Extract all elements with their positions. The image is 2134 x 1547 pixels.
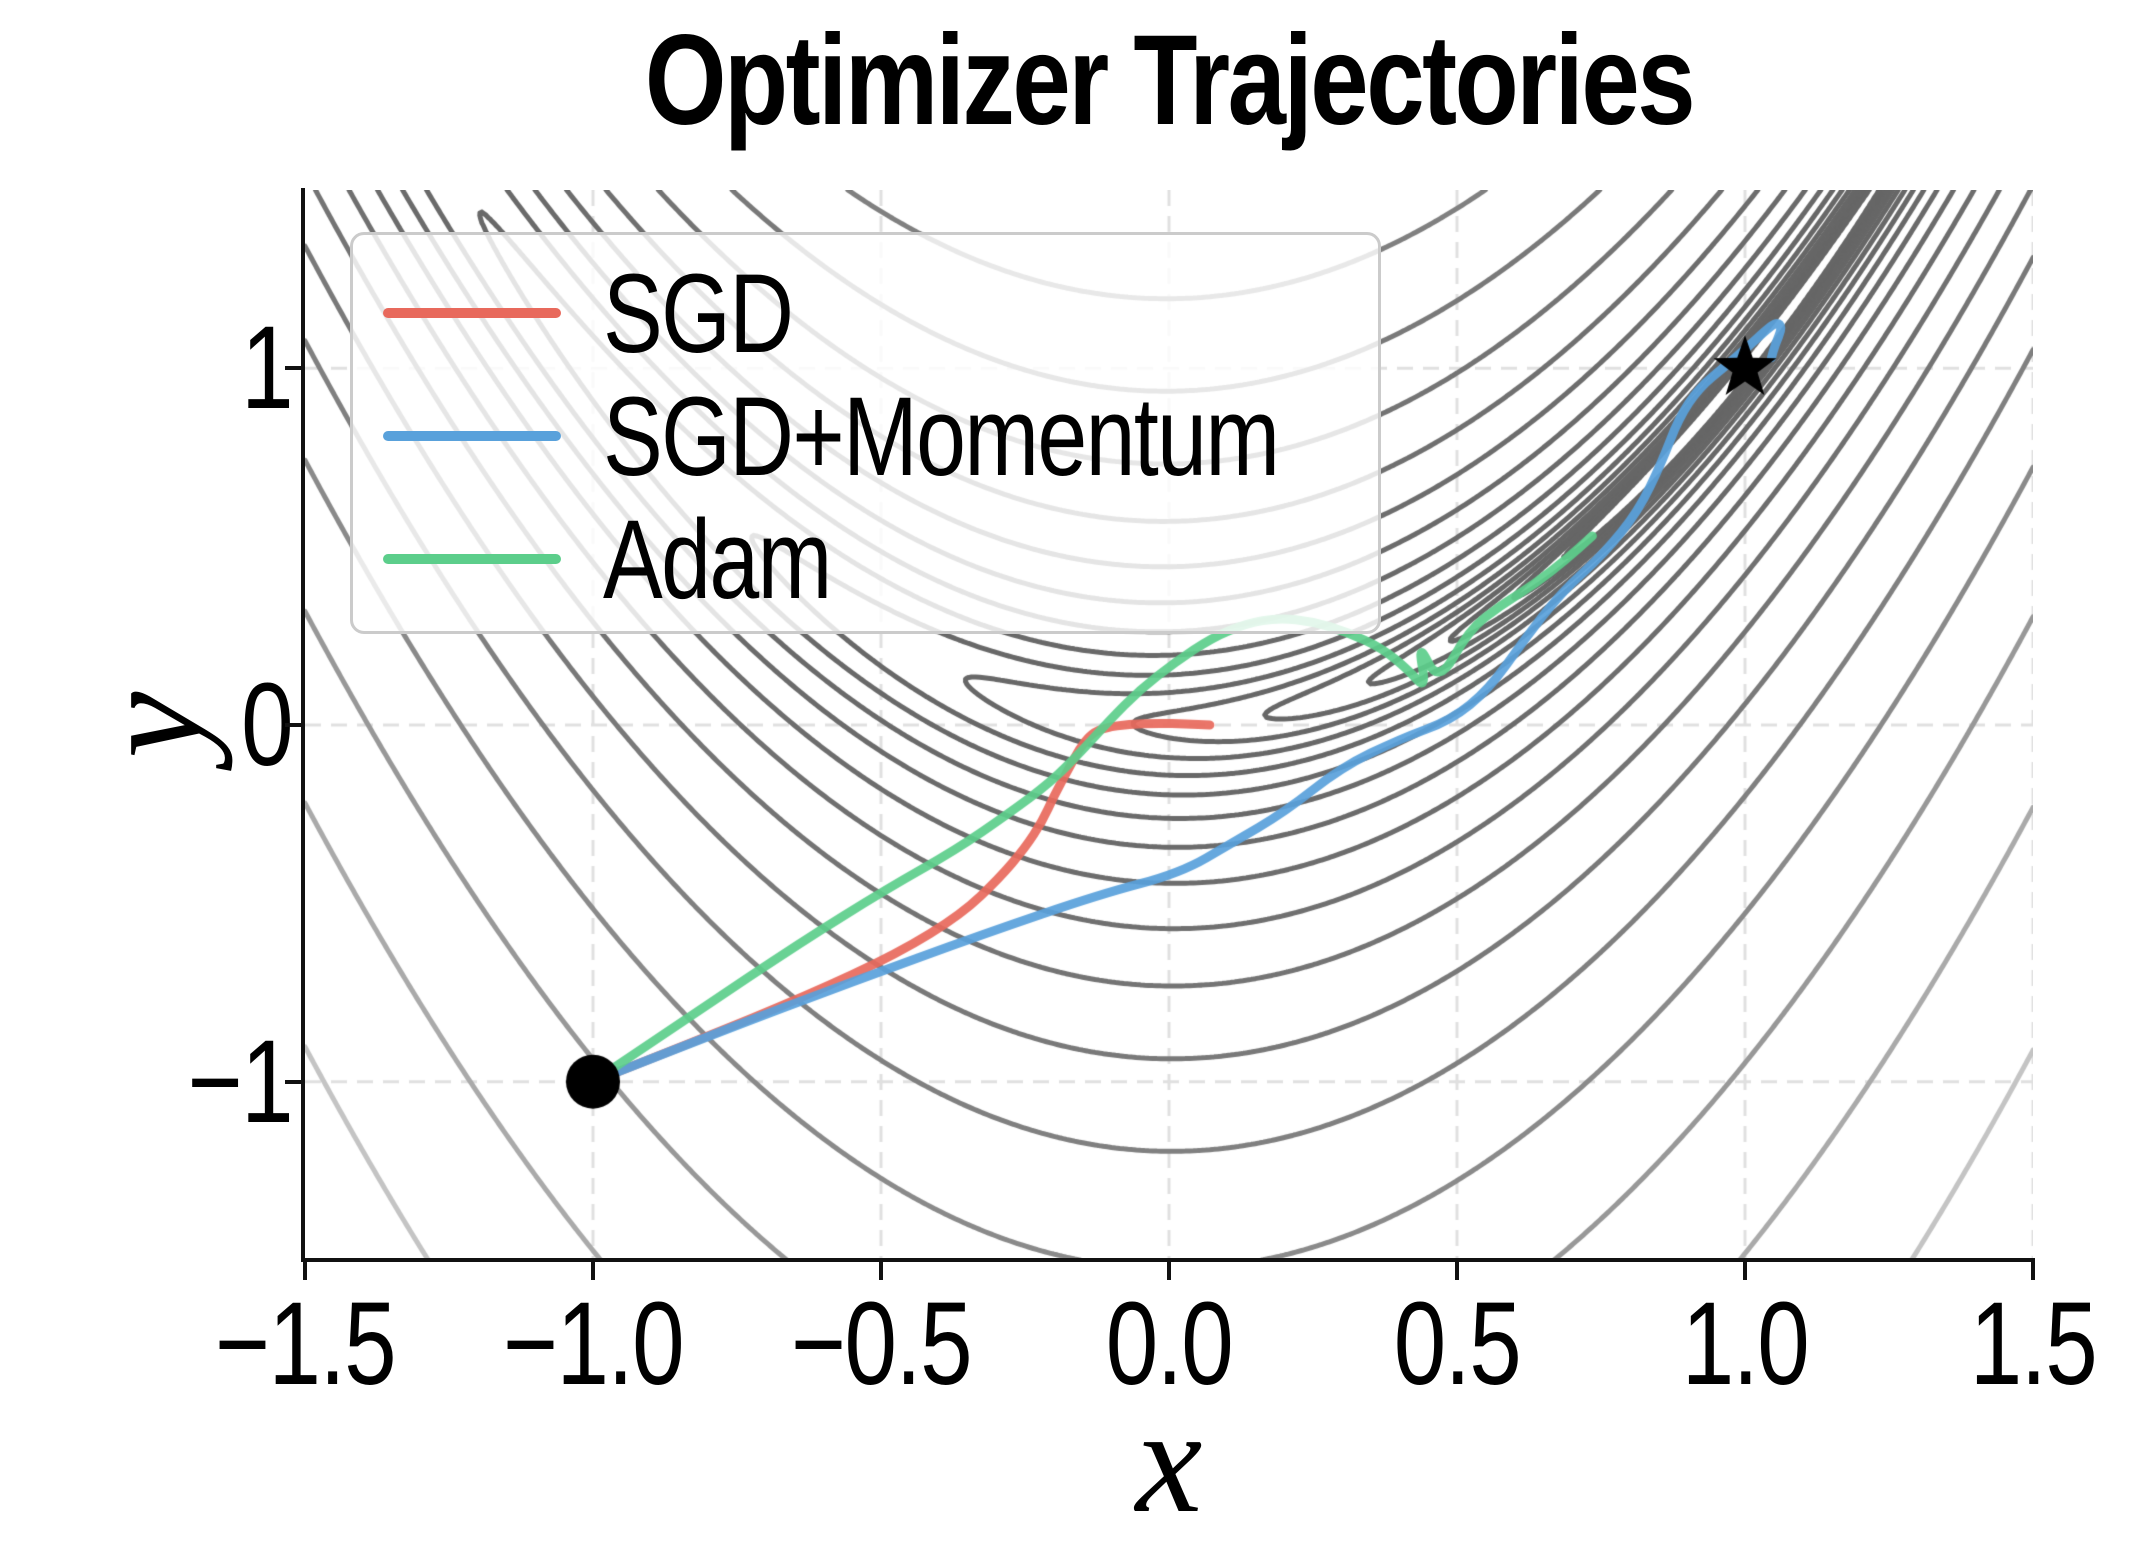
x-tick-label: −1.5: [215, 1278, 397, 1410]
legend-label: SGD+Momentum: [603, 373, 1280, 499]
x-tick-label: −1.0: [503, 1278, 685, 1410]
x-tick-mark: [303, 1262, 307, 1280]
x-tick-label: 1.5: [1969, 1278, 2098, 1410]
x-tick-label: 1.0: [1681, 1278, 1810, 1410]
x-axis-label: x: [1135, 1378, 1203, 1544]
y-tick-mark: [285, 1079, 303, 1084]
x-tick-mark: [2031, 1262, 2035, 1280]
x-tick-label: 0.0: [1105, 1278, 1234, 1410]
x-tick-mark: [591, 1262, 595, 1280]
y-tick-label: −1: [187, 1015, 294, 1148]
x-tick-mark: [879, 1262, 883, 1280]
x-tick-mark: [1167, 1262, 1171, 1280]
legend-line-sample: [383, 431, 561, 441]
y-tick-mark: [285, 723, 303, 727]
legend-line-sample: [383, 308, 561, 318]
y-axis-spine: [301, 188, 305, 1262]
y-tick-label: 1: [241, 302, 294, 435]
x-tick-label: 0.5: [1393, 1278, 1522, 1410]
x-axis-spine: [301, 1258, 2035, 1262]
legend-label: Adam: [603, 496, 832, 622]
legend-item-sgd: SGD: [353, 250, 1378, 376]
legend-item-adam: Adam: [353, 496, 1378, 622]
legend-label: SGD: [603, 250, 794, 376]
y-tick-label: 0: [241, 659, 294, 791]
legend: SGD SGD+Momentum Adam: [350, 232, 1381, 634]
legend-item-sgd-momentum: SGD+Momentum: [353, 373, 1378, 499]
x-tick-label: −0.5: [791, 1278, 973, 1410]
page-title: Optimizer Trajectories: [644, 8, 1696, 152]
legend-line-sample: [383, 554, 561, 564]
y-tick-mark: [285, 366, 303, 371]
x-tick-mark: [1743, 1262, 1747, 1280]
x-tick-mark: [1455, 1262, 1459, 1280]
